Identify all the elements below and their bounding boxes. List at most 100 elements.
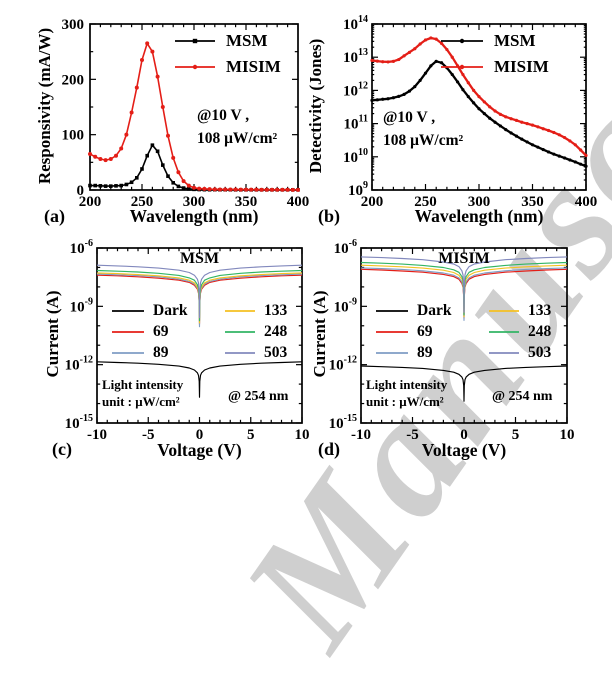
- legend-label-133: 133: [264, 301, 288, 319]
- x-axis-label-c: Voltage (V): [157, 440, 242, 460]
- line-133-icon: [224, 305, 256, 317]
- annotation-a-line1: @10 V ,: [197, 107, 250, 124]
- legend-item-248: 248: [224, 321, 287, 342]
- legend-label-misim: MISIM: [226, 57, 281, 76]
- legend-label-69: 69: [153, 322, 169, 340]
- svg-text:10: 10: [295, 427, 310, 443]
- svg-text:10-15: 10-15: [329, 413, 357, 432]
- svg-text:1013: 1013: [343, 47, 368, 66]
- svg-text:5: 5: [247, 427, 255, 443]
- line-248-icon: [224, 326, 256, 338]
- legend-c-col1: Dark 69 89: [111, 300, 187, 363]
- legend-label-503: 503: [264, 343, 288, 361]
- legend-item-133: 133: [488, 300, 551, 321]
- legend-item-69: 69: [375, 321, 451, 342]
- legend-item-248: 248: [488, 321, 551, 342]
- legend-label-89: 89: [417, 343, 433, 361]
- svg-text:10-6: 10-6: [70, 238, 93, 257]
- misim-line-marker-icon: [440, 61, 484, 73]
- svg-text:1012: 1012: [343, 80, 368, 99]
- line-89-icon: [375, 347, 409, 359]
- legend-label-msm: MSM: [226, 31, 268, 50]
- wavelength-note-c: @ 254 nm: [228, 389, 289, 404]
- x-axis-label-b: Wavelength (nm): [414, 206, 544, 226]
- legend-item-503: 503: [224, 342, 287, 363]
- note-line1: Light intensity: [366, 377, 448, 392]
- subplot-tag-a: (a): [44, 206, 65, 226]
- annotation-b-line1: @10 V ,: [383, 109, 436, 126]
- misim-line-marker-icon: [174, 61, 216, 73]
- svg-text:-5: -5: [142, 427, 155, 443]
- legend-label-503: 503: [528, 343, 552, 361]
- legend-d-col2: 133 248 503: [488, 300, 551, 363]
- msm-line-marker-icon: [440, 35, 484, 47]
- line-248-icon: [488, 326, 520, 338]
- legend-label-dark: Dark: [417, 301, 452, 319]
- line-133-icon: [488, 305, 520, 317]
- annotation-a: @10 V , 108 μW/cm²: [197, 104, 277, 150]
- svg-text:5: 5: [512, 427, 520, 443]
- light-intensity-note-d: Light intensity unit : μW/cm²: [366, 377, 447, 410]
- line-89-icon: [111, 347, 145, 359]
- svg-text:250: 250: [414, 194, 437, 210]
- legend-c-col2: 133 248 503: [224, 300, 287, 363]
- legend-label-89: 89: [153, 343, 169, 361]
- msm-line-marker-icon: [174, 35, 216, 47]
- svg-text:10: 10: [560, 427, 575, 443]
- legend-a: MSM MISIM: [174, 28, 281, 80]
- subplot-tag-b: (b): [318, 206, 340, 226]
- svg-text:350: 350: [235, 194, 258, 210]
- svg-text:-10: -10: [87, 427, 107, 443]
- figure-canvas: { "watermark": {"text": "Manuscript", "c…: [35, 0, 612, 678]
- svg-text:200: 200: [62, 72, 85, 88]
- svg-text:350: 350: [521, 194, 544, 210]
- svg-text:400: 400: [287, 194, 310, 210]
- legend-item-msm: MSM: [174, 28, 281, 54]
- svg-text:0: 0: [196, 427, 204, 443]
- dark-line-icon: [111, 305, 145, 317]
- legend-item-89: 89: [375, 342, 451, 363]
- svg-text:109: 109: [348, 180, 368, 199]
- svg-text:1010: 1010: [343, 147, 368, 166]
- subplot-tag-c: (c): [52, 439, 72, 459]
- panel-title-misim: MISIM: [438, 250, 490, 267]
- legend-item-133: 133: [224, 300, 287, 321]
- legend-label-133: 133: [528, 301, 552, 319]
- svg-text:1014: 1014: [343, 14, 368, 33]
- annotation-b: @10 V , 108 μW/cm²: [383, 106, 463, 152]
- svg-text:-10: -10: [351, 427, 371, 443]
- annotation-a-line2: 108 μW/cm²: [197, 130, 278, 147]
- svg-text:10-9: 10-9: [334, 296, 357, 315]
- svg-text:250: 250: [131, 194, 154, 210]
- svg-text:10-15: 10-15: [65, 413, 93, 432]
- legend-item-dark: Dark: [375, 300, 451, 321]
- svg-text:300: 300: [183, 194, 206, 210]
- svg-text:-5: -5: [406, 427, 419, 443]
- light-intensity-note-c: Light intensity unit : μW/cm²: [102, 377, 183, 410]
- legend-item-misim: MISIM: [440, 54, 549, 80]
- svg-text:100: 100: [62, 128, 85, 144]
- svg-text:10-9: 10-9: [70, 296, 93, 315]
- legend-item-misim: MISIM: [174, 54, 281, 80]
- x-axis-label-d: Voltage (V): [421, 440, 507, 460]
- line-503-icon: [224, 347, 256, 359]
- legend-b: MSM MISIM: [440, 28, 549, 80]
- subplot-tag-d: (d): [318, 439, 340, 459]
- svg-text:300: 300: [62, 17, 85, 33]
- legend-item-69: 69: [111, 321, 187, 342]
- svg-text:0: 0: [77, 183, 85, 199]
- svg-text:1011: 1011: [344, 114, 368, 133]
- legend-label-248: 248: [528, 322, 552, 340]
- legend-label-248: 248: [264, 322, 288, 340]
- wavelength-note-d: @ 254 nm: [492, 389, 553, 404]
- annotation-b-line2: 108 μW/cm²: [383, 132, 464, 149]
- legend-label-msm: MSM: [494, 31, 536, 50]
- svg-text:400: 400: [575, 194, 598, 210]
- line-69-icon: [375, 326, 409, 338]
- legend-item-89: 89: [111, 342, 187, 363]
- svg-text:0: 0: [460, 427, 468, 443]
- x-axis-label-a: Wavelength (nm): [129, 206, 259, 226]
- legend-item-503: 503: [488, 342, 551, 363]
- svg-text:200: 200: [79, 194, 102, 210]
